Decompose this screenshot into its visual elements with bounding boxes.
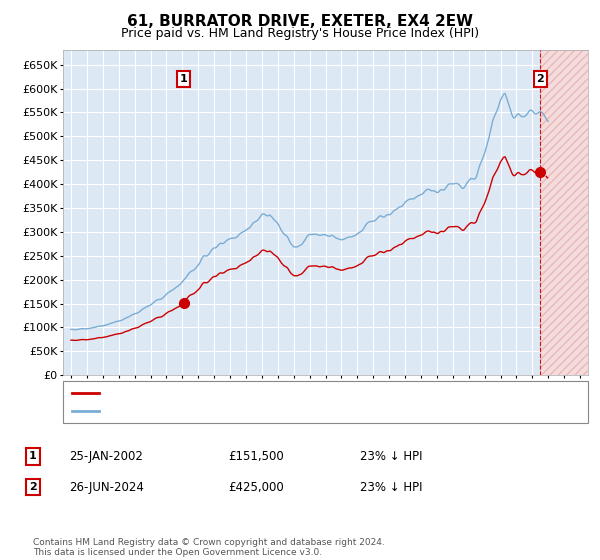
Text: 2: 2 [536, 74, 544, 84]
Text: £425,000: £425,000 [228, 480, 284, 494]
Text: 25-JAN-2002: 25-JAN-2002 [69, 450, 143, 463]
Text: 61, BURRATOR DRIVE, EXETER, EX4 2EW: 61, BURRATOR DRIVE, EXETER, EX4 2EW [127, 14, 473, 29]
Text: 26-JUN-2024: 26-JUN-2024 [69, 480, 144, 494]
Text: 1: 1 [180, 74, 187, 84]
Text: 23% ↓ HPI: 23% ↓ HPI [360, 480, 422, 494]
Text: Price paid vs. HM Land Registry's House Price Index (HPI): Price paid vs. HM Land Registry's House … [121, 27, 479, 40]
Text: 23% ↓ HPI: 23% ↓ HPI [360, 450, 422, 463]
Text: 1: 1 [29, 451, 37, 461]
Text: 61, BURRATOR DRIVE, EXETER, EX4 2EW (detached house): 61, BURRATOR DRIVE, EXETER, EX4 2EW (det… [104, 388, 410, 398]
Bar [540, 50, 588, 375]
Text: 2: 2 [29, 482, 37, 492]
Text: £151,500: £151,500 [228, 450, 284, 463]
Text: Contains HM Land Registry data © Crown copyright and database right 2024.
This d: Contains HM Land Registry data © Crown c… [33, 538, 385, 557]
Text: HPI: Average price, detached house, Exeter: HPI: Average price, detached house, Exet… [104, 406, 330, 416]
